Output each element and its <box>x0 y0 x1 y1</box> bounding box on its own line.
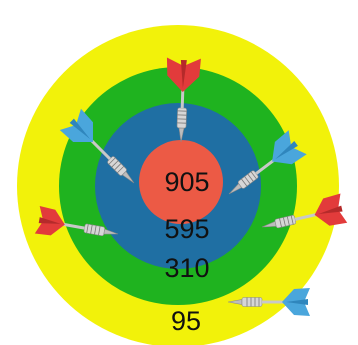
dart-bottom-right <box>227 288 310 316</box>
score-second: 310 <box>164 253 209 283</box>
score-outer: 95 <box>171 306 201 336</box>
dart-left <box>34 205 120 239</box>
score-bullseye: 905 <box>164 167 209 197</box>
dart-upper-right <box>225 130 307 198</box>
ring-bullseye <box>139 140 223 224</box>
dart-top <box>166 57 201 143</box>
dart-upper-left <box>59 108 138 187</box>
score-third: 595 <box>164 214 209 244</box>
dart-right <box>260 193 348 232</box>
